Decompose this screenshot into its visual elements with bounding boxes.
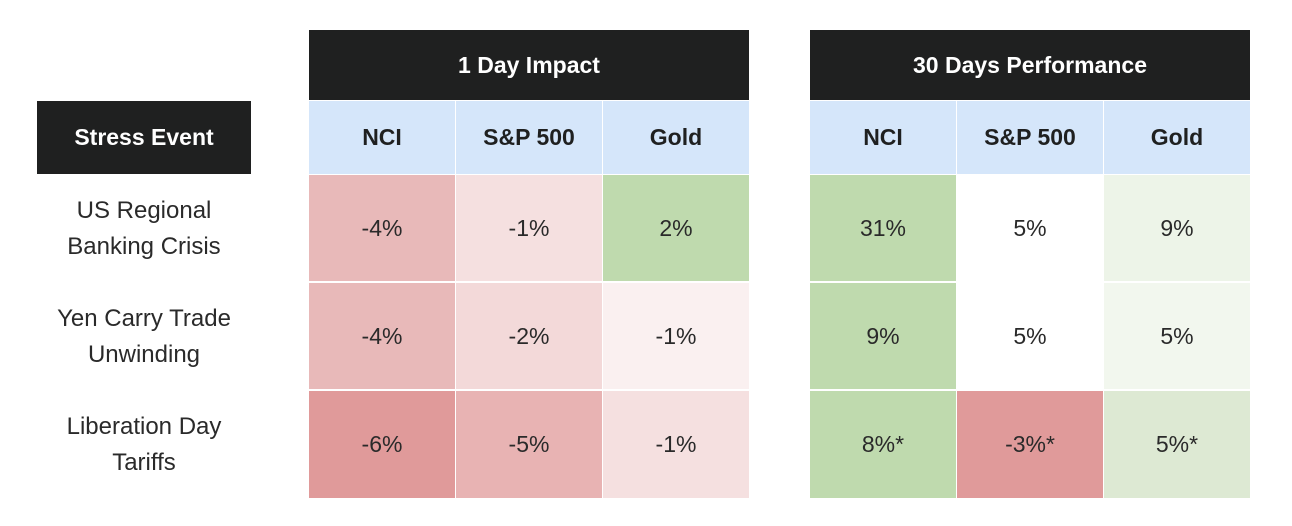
value-cell: 5% bbox=[957, 283, 1103, 389]
column-header: Gold bbox=[1104, 101, 1250, 174]
value-cell: 9% bbox=[810, 283, 956, 389]
one-day-impact-header: 1 Day Impact bbox=[309, 30, 749, 100]
column-header: S&P 500 bbox=[456, 101, 602, 174]
event-label-line: Banking Crisis bbox=[67, 232, 221, 260]
value-cell: 5%* bbox=[1104, 391, 1250, 498]
value-cell: 5% bbox=[1104, 283, 1250, 389]
value-cell: -1% bbox=[603, 283, 749, 389]
value-cell: 8%* bbox=[810, 391, 956, 498]
event-label-line: Yen Carry Trade bbox=[57, 304, 231, 332]
event-label: Liberation Day Tariffs bbox=[17, 391, 271, 498]
value-cell: 5% bbox=[957, 175, 1103, 281]
column-header: S&P 500 bbox=[957, 101, 1103, 174]
stress-event-header: Stress Event bbox=[37, 101, 251, 174]
event-label: Yen Carry Trade Unwinding bbox=[17, 283, 271, 390]
value-cell: 2% bbox=[603, 175, 749, 281]
column-header: NCI bbox=[309, 101, 455, 174]
event-label-line: Tariffs bbox=[112, 448, 176, 476]
event-label-line: Liberation Day bbox=[66, 412, 222, 440]
value-cell: -2% bbox=[456, 283, 602, 389]
value-cell: -4% bbox=[309, 283, 455, 389]
value-cell: -1% bbox=[456, 175, 602, 281]
thirty-days-performance-header: 30 Days Performance bbox=[810, 30, 1250, 100]
value-cell: 31% bbox=[810, 175, 956, 281]
value-cell: -6% bbox=[309, 391, 455, 498]
column-header: NCI bbox=[810, 101, 956, 174]
event-label-line: US Regional bbox=[76, 196, 212, 224]
value-cell: 9% bbox=[1104, 175, 1250, 281]
column-header: Gold bbox=[603, 101, 749, 174]
event-label: US Regional Banking Crisis bbox=[17, 175, 271, 282]
value-cell: -1% bbox=[603, 391, 749, 498]
value-cell: -4% bbox=[309, 175, 455, 281]
event-label-line: Unwinding bbox=[87, 340, 201, 368]
value-cell: -3%* bbox=[957, 391, 1103, 498]
value-cell: -5% bbox=[456, 391, 602, 498]
